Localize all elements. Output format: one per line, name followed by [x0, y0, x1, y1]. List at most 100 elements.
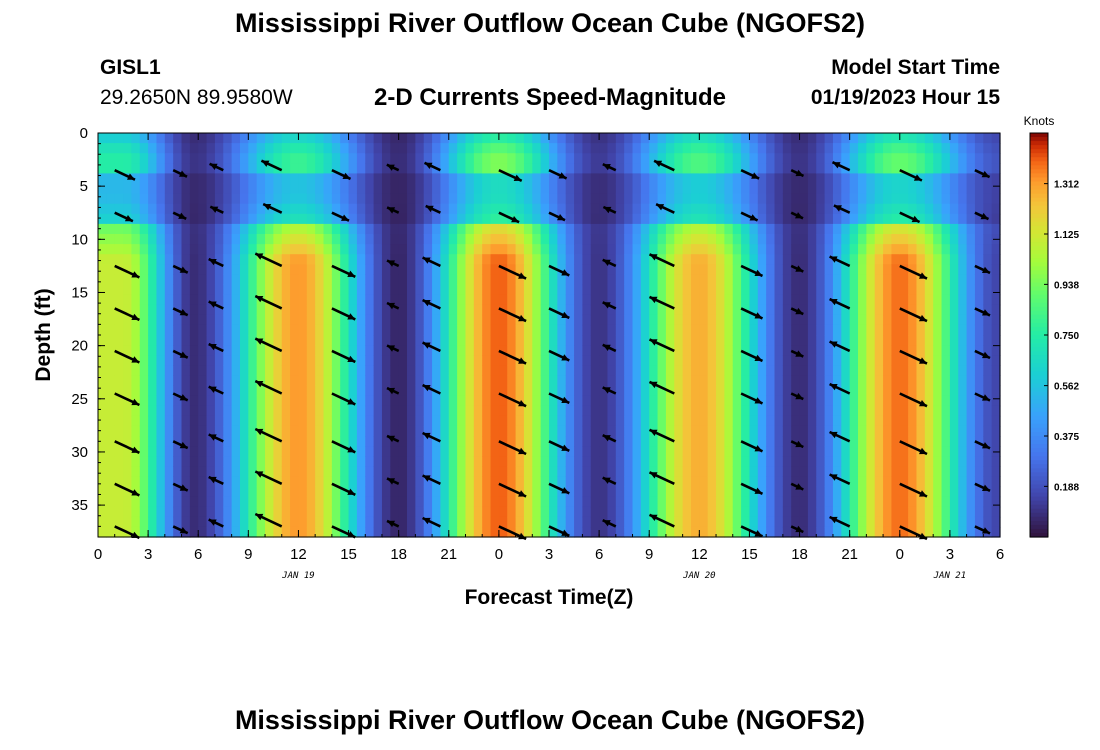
- heatmap-cell: [306, 324, 316, 336]
- heatmap-cell: [782, 436, 792, 447]
- heatmap-cell: [131, 203, 141, 215]
- colorbar-segment: [1030, 189, 1048, 195]
- heatmap-cell: [607, 486, 617, 498]
- heatmap-cell: [699, 264, 709, 275]
- heatmap-cell: [407, 436, 416, 447]
- heatmap-cell: [381, 375, 391, 387]
- heatmap-cell: [440, 476, 450, 488]
- heatmap-cell: [189, 163, 199, 174]
- heatmap-cell: [749, 395, 759, 407]
- heatmap-cell: [340, 335, 350, 346]
- heatmap-cell: [423, 486, 433, 498]
- heatmap-cell: [281, 153, 291, 164]
- heatmap-cell: [123, 244, 133, 255]
- current-arrow: [602, 301, 617, 310]
- heatmap-cell: [189, 456, 199, 467]
- current-arrow: [790, 211, 804, 220]
- heatmap-cell: [323, 143, 333, 154]
- heatmap-cell: [173, 324, 183, 336]
- heatmap-cell: [373, 476, 383, 488]
- heatmap-cell: [574, 213, 584, 225]
- heatmap-cell: [716, 516, 725, 528]
- heatmap-cell: [214, 506, 224, 518]
- heatmap-cell: [273, 193, 283, 205]
- heatmap-cell: [874, 415, 884, 427]
- heatmap-cell: [841, 456, 851, 467]
- heatmap-cell: [649, 385, 659, 397]
- colorbar-tick-label: 0.562: [1054, 382, 1079, 393]
- heatmap-cell: [582, 213, 592, 225]
- heatmap-cell: [632, 264, 642, 275]
- heatmap-cell: [858, 486, 867, 498]
- heatmap-cell: [791, 446, 801, 457]
- heatmap-cell: [231, 425, 241, 437]
- heatmap-cell: [340, 516, 350, 528]
- heatmap-cell: [766, 153, 776, 164]
- heatmap-cell: [891, 436, 901, 447]
- heatmap-cell: [98, 466, 107, 477]
- heatmap-cell: [265, 496, 274, 508]
- heatmap-cell: [874, 254, 884, 265]
- heatmap-cell: [523, 405, 533, 417]
- heatmap-cell: [958, 506, 968, 518]
- heatmap-cell: [323, 314, 333, 326]
- heatmap-cell: [457, 375, 467, 387]
- heatmap-cell: [365, 284, 375, 296]
- heatmap-cell: [749, 425, 759, 437]
- heatmap-cell: [574, 436, 584, 447]
- heatmap-cell: [816, 314, 826, 326]
- colorbar-segment: [1030, 137, 1048, 142]
- heatmap-cell: [941, 274, 951, 286]
- x-tick-label: 21: [440, 546, 457, 563]
- heatmap-cell: [966, 264, 976, 275]
- heatmap-cell: [148, 486, 158, 498]
- heatmap-cell: [498, 314, 508, 326]
- heatmap-cell: [858, 213, 867, 225]
- heatmap-cell: [490, 395, 500, 407]
- heatmap-cell: [749, 446, 759, 457]
- heatmap-cell: [707, 163, 717, 174]
- heatmap-cell: [331, 476, 341, 488]
- heatmap-cell: [682, 203, 692, 215]
- heatmap-cell: [381, 395, 391, 407]
- heatmap-cell: [807, 526, 817, 538]
- heatmap-cell: [832, 375, 842, 387]
- heatmap-cell: [874, 385, 884, 397]
- heatmap-cell: [106, 385, 116, 397]
- heatmap-cell: [306, 223, 316, 235]
- heatmap-cell: [123, 234, 133, 245]
- heatmap-cell: [123, 163, 133, 174]
- colorbar-segment: [1030, 528, 1048, 534]
- heatmap-cell: [515, 395, 525, 407]
- heatmap-cell: [98, 143, 107, 154]
- heatmap-cell: [574, 456, 584, 467]
- heatmap-cell: [949, 213, 959, 225]
- heatmap-cell: [807, 415, 817, 427]
- heatmap-cell: [682, 486, 692, 498]
- heatmap-cell: [323, 274, 333, 286]
- current-arrow: [260, 159, 283, 172]
- heatmap-cell: [507, 234, 517, 245]
- heatmap-cell: [665, 466, 675, 477]
- heatmap-cell: [874, 516, 884, 528]
- heatmap-cell: [106, 456, 116, 467]
- heatmap-cell: [640, 274, 650, 286]
- heatmap-cell: [373, 304, 383, 316]
- heatmap-cell: [782, 284, 792, 296]
- heatmap-cell: [974, 314, 984, 326]
- heatmap-cell: [874, 213, 884, 225]
- heatmap-cell: [98, 375, 107, 387]
- heatmap-cell: [381, 173, 391, 185]
- heatmap-cell: [540, 143, 550, 154]
- heatmap-cell: [791, 284, 801, 296]
- heatmap-cell: [599, 405, 609, 417]
- heatmap-cell: [933, 153, 943, 164]
- current-arrow: [172, 440, 189, 450]
- heatmap-cell: [198, 506, 208, 518]
- heatmap-cell: [649, 153, 659, 164]
- heatmap-cell: [849, 476, 859, 488]
- heatmap-cell: [974, 486, 984, 498]
- heatmap-cell: [908, 496, 918, 508]
- colorbar-segment: [1030, 436, 1048, 441]
- heatmap-cell: [557, 506, 567, 518]
